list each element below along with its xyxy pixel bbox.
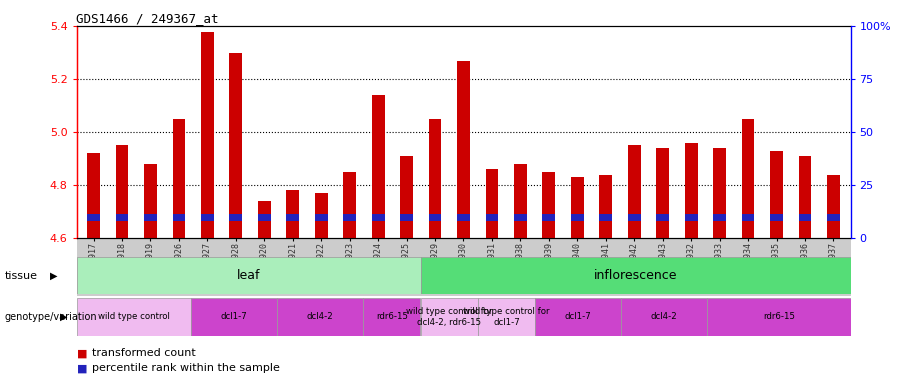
Bar [76, 257, 420, 294]
Bar [76, 298, 191, 336]
Text: rdr6-15: rdr6-15 [763, 312, 795, 321]
Bar [543, 214, 555, 221]
Bar [514, 164, 526, 238]
Bar [343, 172, 356, 238]
Bar [115, 146, 129, 238]
Bar [277, 298, 364, 336]
Text: GDS1466 / 249367_at: GDS1466 / 249367_at [76, 12, 219, 25]
Text: ■: ■ [76, 348, 87, 358]
Bar [536, 298, 621, 336]
Bar [827, 175, 840, 238]
Text: wild type control: wild type control [98, 312, 170, 321]
Bar [707, 298, 850, 336]
Bar [621, 298, 707, 336]
Bar [742, 119, 754, 238]
Bar [827, 214, 840, 221]
Text: wild type control for
dcl4-2, rdr6-15: wild type control for dcl4-2, rdr6-15 [406, 307, 492, 327]
Text: inflorescence: inflorescence [594, 269, 677, 282]
Bar [713, 214, 726, 221]
Bar [770, 151, 783, 238]
Bar [457, 214, 470, 221]
Bar [173, 119, 185, 238]
Bar [230, 53, 242, 238]
Text: wild type control for
dcl1-7: wild type control for dcl1-7 [464, 307, 550, 327]
Bar [87, 153, 100, 238]
Bar [173, 214, 185, 221]
Text: dcl4-2: dcl4-2 [307, 312, 334, 321]
Bar [798, 214, 812, 221]
Bar [286, 214, 299, 221]
Bar [478, 298, 536, 336]
Text: leaf: leaf [237, 269, 260, 282]
Bar [364, 298, 420, 336]
Bar [656, 214, 669, 221]
Bar [400, 214, 413, 221]
Bar [457, 61, 470, 238]
Bar [514, 214, 526, 221]
Text: dcl1-7: dcl1-7 [565, 312, 591, 321]
Text: dcl1-7: dcl1-7 [220, 312, 248, 321]
Bar [286, 190, 299, 238]
Bar [656, 148, 669, 238]
Bar [571, 177, 584, 238]
Text: ▶: ▶ [60, 312, 68, 322]
Bar [144, 164, 157, 238]
Bar [428, 119, 441, 238]
Bar [685, 214, 698, 221]
Bar [420, 298, 478, 336]
Text: tissue: tissue [4, 271, 38, 280]
Text: ▶: ▶ [50, 271, 57, 280]
Bar [201, 214, 214, 221]
Bar [87, 214, 100, 221]
Bar [713, 148, 726, 238]
Bar [343, 214, 356, 221]
Bar [685, 143, 698, 238]
Bar [400, 156, 413, 238]
Bar [315, 193, 328, 238]
Bar [191, 298, 277, 336]
Text: percentile rank within the sample: percentile rank within the sample [92, 363, 280, 373]
Text: genotype/variation: genotype/variation [4, 312, 97, 322]
Bar [770, 214, 783, 221]
Text: rdr6-15: rdr6-15 [376, 312, 408, 321]
Bar [486, 214, 499, 221]
Bar [486, 169, 499, 238]
Bar [798, 156, 812, 238]
Text: dcl4-2: dcl4-2 [651, 312, 678, 321]
Bar [571, 214, 584, 221]
Bar [599, 214, 612, 221]
Bar [372, 95, 384, 238]
Bar [628, 214, 641, 221]
Bar [628, 146, 641, 238]
Bar [258, 201, 271, 238]
Bar [230, 214, 242, 221]
Bar [742, 214, 754, 221]
Bar [315, 214, 328, 221]
Bar [420, 257, 850, 294]
Bar [428, 214, 441, 221]
Bar [144, 214, 157, 221]
Bar [599, 175, 612, 238]
Bar [115, 214, 129, 221]
Text: ■: ■ [76, 363, 87, 373]
Bar [258, 214, 271, 221]
Bar [543, 172, 555, 238]
Bar [201, 32, 214, 238]
Text: transformed count: transformed count [92, 348, 195, 358]
Bar [372, 214, 384, 221]
